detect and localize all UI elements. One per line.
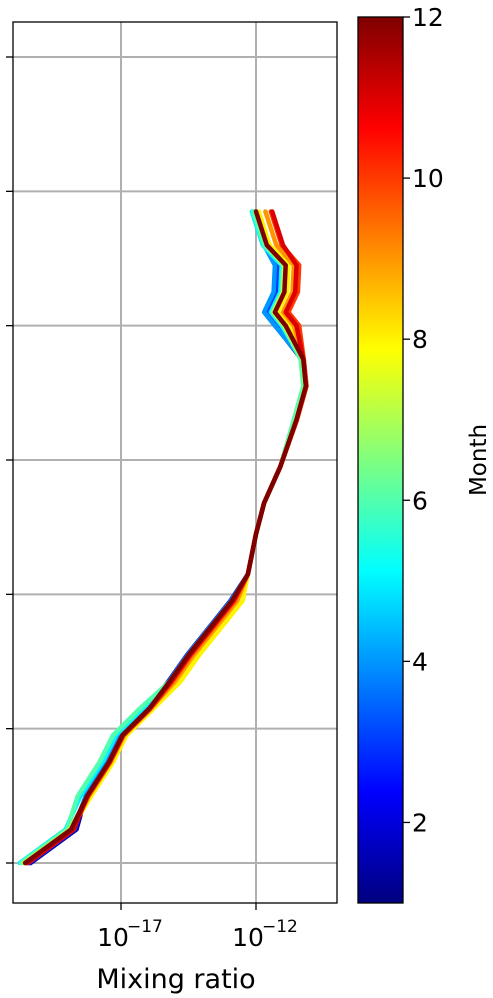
colorbar-tick-label: 2: [412, 808, 428, 837]
colorbar-label: Month: [466, 424, 492, 496]
plot-frame: [12, 21, 338, 904]
x-tick-base: 10: [97, 923, 129, 952]
month-6-line: [18, 209, 306, 866]
x-ticks: 10−17 10−12: [97, 903, 298, 952]
month-4-line: [24, 209, 308, 866]
x-tick-exponent: −12: [262, 917, 298, 937]
grid-lines: [13, 22, 337, 903]
colorbar-tick-label: 6: [412, 486, 428, 515]
x-tick-label: 10−17: [97, 917, 163, 952]
x-tick-exponent: −17: [127, 917, 163, 937]
colorbar-tick-label: 12: [412, 3, 444, 32]
colorbar-tick-label: 10: [412, 164, 444, 193]
colorbar-tick-label: 8: [412, 325, 428, 354]
colorbar-gradient: [357, 16, 404, 904]
colorbar: 2 4 6 8 10 12 Month: [357, 3, 492, 904]
y-ticks: [6, 56, 13, 864]
colorbar-tick-label: 4: [412, 647, 428, 676]
colorbar-ticks: 2 4 6 8 10 12: [403, 3, 444, 837]
x-axis-label: Mixing ratio: [96, 964, 255, 995]
month-profile-lines: [17, 209, 309, 866]
x-tick-label: 10−12: [232, 917, 298, 952]
month-5-line: [17, 209, 308, 866]
month-12-line: [22, 209, 309, 866]
x-tick-base: 10: [232, 923, 264, 952]
